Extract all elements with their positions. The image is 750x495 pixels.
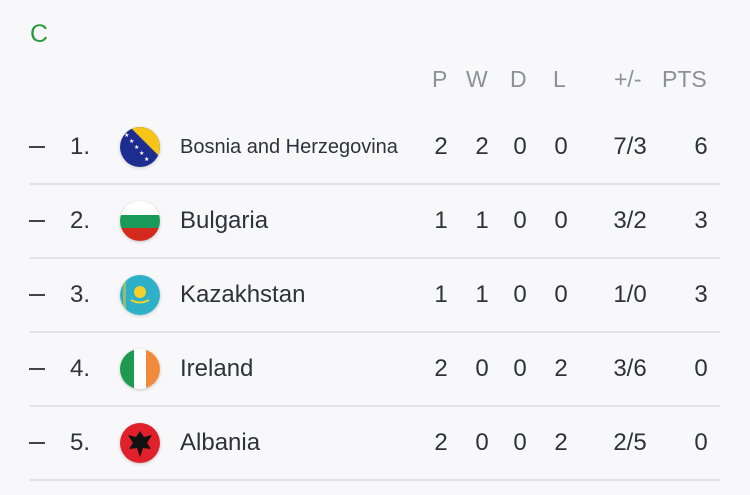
stat-p: 1 (434, 207, 448, 234)
svg-text:★: ★ (129, 138, 134, 145)
row-divider (30, 331, 720, 333)
stat-goals: 1/0 (613, 281, 647, 308)
stat-p: 2 (434, 429, 448, 456)
header-goals: +/- (614, 66, 642, 92)
stat-d: 0 (513, 355, 527, 382)
rank: 4. (70, 355, 91, 382)
row-divider (30, 405, 720, 407)
svg-text:★: ★ (139, 150, 144, 157)
svg-text:★: ★ (124, 132, 129, 139)
trend-steady-icon (29, 184, 47, 258)
stat-points: 0 (694, 355, 708, 382)
stat-w: 1 (475, 207, 489, 234)
stat-p: 1 (434, 281, 448, 308)
trend-steady-icon (29, 406, 47, 480)
bulgaria-flag-icon (120, 201, 160, 241)
stat-points: 3 (694, 281, 708, 308)
header-won: W (466, 66, 488, 92)
bosnia-flag-icon: ★ ★ ★ ★ ★ (120, 127, 160, 167)
table-row[interactable]: 3. Kazakhstan 1 1 0 0 1/0 3 (0, 258, 750, 332)
stat-points: 0 (694, 429, 708, 456)
svg-text:★: ★ (134, 144, 139, 151)
table-row[interactable]: 5. Albania 2 0 0 2 2/5 0 (0, 406, 750, 480)
trend-steady-icon (29, 332, 47, 406)
stat-goals: 7/3 (613, 133, 647, 160)
stat-w: 2 (475, 133, 489, 160)
stat-l: 0 (554, 133, 568, 160)
stat-l: 2 (554, 429, 568, 456)
table-row[interactable]: 2. Bulgaria 1 1 0 0 3/2 3 (0, 184, 750, 258)
albania-flag-icon (120, 423, 160, 463)
stat-p: 2 (434, 355, 448, 382)
header-lost: L (553, 66, 566, 92)
stat-goals: 3/6 (613, 355, 647, 382)
team-name[interactable]: Albania (180, 429, 261, 456)
stat-w: 0 (475, 355, 489, 382)
rank: 2. (70, 207, 91, 234)
rank: 5. (70, 429, 91, 456)
trend-steady-icon (29, 110, 47, 184)
stat-d: 0 (513, 207, 527, 234)
rank: 1. (70, 133, 91, 160)
stat-points: 6 (694, 133, 708, 160)
team-name[interactable]: Bosnia and Herzegovina (180, 136, 398, 158)
team-name[interactable]: Kazakhstan (180, 281, 306, 308)
svg-text:★: ★ (144, 156, 149, 163)
team-name[interactable]: Ireland (180, 355, 254, 382)
stat-d: 0 (513, 429, 527, 456)
stat-d: 0 (513, 133, 527, 160)
stat-points: 3 (694, 207, 708, 234)
stat-p: 2 (434, 133, 448, 160)
kazakhstan-flag-icon (120, 275, 160, 315)
stat-goals: 3/2 (613, 207, 647, 234)
row-divider (30, 479, 720, 481)
ireland-flag-icon (120, 349, 160, 389)
stat-d: 0 (513, 281, 527, 308)
header-drawn: D (510, 66, 527, 92)
table-row[interactable]: 4. Ireland 2 0 0 2 3/6 0 (0, 332, 750, 406)
row-divider (30, 183, 720, 185)
team-name[interactable]: Bulgaria (180, 207, 269, 234)
stat-l: 0 (554, 281, 568, 308)
header-points: PTS (662, 66, 707, 92)
table-row[interactable]: 1. ★ ★ ★ ★ ★ Bosnia and Herzegovina 2 2 0 0 7/3 6 (0, 110, 750, 184)
trend-steady-icon (29, 258, 47, 332)
stat-w: 1 (475, 281, 489, 308)
stat-w: 0 (475, 429, 489, 456)
stat-l: 2 (554, 355, 568, 382)
rank: 3. (70, 281, 91, 308)
stat-goals: 2/5 (613, 429, 647, 456)
stat-l: 0 (554, 207, 568, 234)
group-title: C (30, 20, 49, 48)
row-divider (30, 257, 720, 259)
header-played: P (432, 66, 448, 92)
